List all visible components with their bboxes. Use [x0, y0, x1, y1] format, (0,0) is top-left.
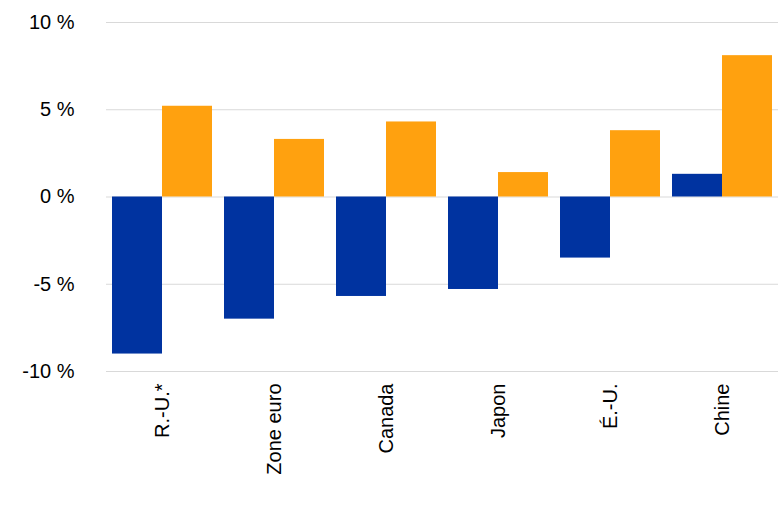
svg-text:Zone euro: Zone euro [263, 384, 285, 475]
svg-text:É.-U.: É.-U. [599, 384, 621, 430]
svg-text:0 %: 0 % [40, 185, 75, 207]
svg-text:10 %: 10 % [29, 11, 75, 33]
svg-text:Japon: Japon [487, 384, 509, 439]
svg-text:R.-U.*: R.-U.* [151, 383, 173, 438]
svg-text:-5 %: -5 % [33, 273, 74, 295]
svg-text:Chine: Chine [711, 384, 733, 436]
svg-text:Canada: Canada [375, 383, 397, 454]
svg-text:-10 %: -10 % [22, 360, 74, 382]
svg-text:5 %: 5 % [40, 98, 75, 120]
